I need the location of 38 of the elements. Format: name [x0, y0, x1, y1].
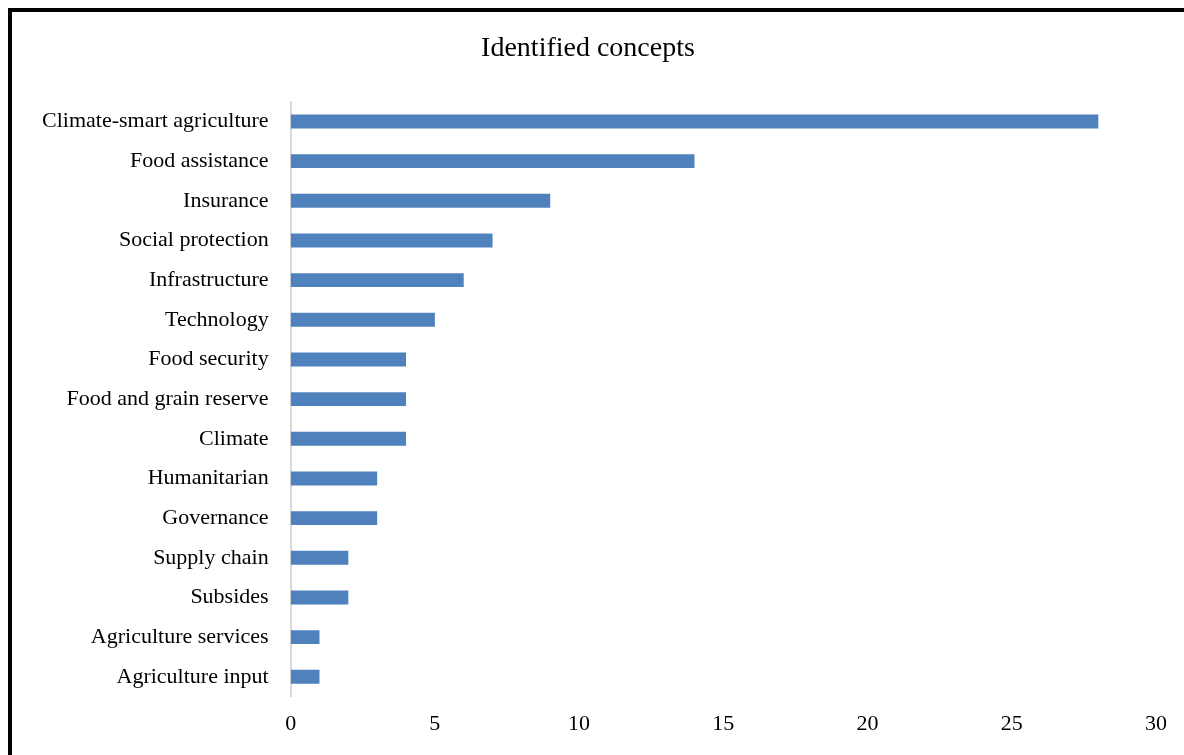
x-tick-label: 5	[429, 709, 441, 735]
bar	[290, 550, 349, 565]
y-tick-label: Agriculture services	[90, 622, 269, 648]
y-tick-label: Governance	[162, 503, 269, 529]
x-tick-label: 20	[856, 709, 879, 735]
bar	[290, 630, 320, 645]
x-tick-label: 25	[1000, 709, 1023, 735]
y-tick-label: Infrastructure	[148, 265, 269, 291]
chart-title: Identified concepts	[481, 31, 695, 63]
bar	[290, 392, 407, 407]
bar	[290, 154, 695, 169]
y-tick-label: Insurance	[183, 186, 269, 212]
bar	[290, 233, 493, 248]
x-tick-label: 15	[712, 709, 735, 735]
bar	[290, 352, 407, 367]
bar	[290, 431, 407, 446]
bar	[290, 312, 435, 327]
y-tick-label: Climate-smart agriculture	[42, 107, 269, 133]
bar	[290, 114, 1099, 129]
y-tick-label: Supply chain	[153, 543, 269, 569]
y-tick-label: Food security	[148, 345, 269, 371]
y-tick-label: Humanitarian	[147, 464, 269, 490]
y-tick-label: Food assistance	[129, 146, 269, 172]
y-tick-label: Food and grain reserve	[66, 384, 269, 410]
bar	[290, 471, 378, 486]
bar	[290, 273, 464, 288]
y-tick-label: Technology	[165, 305, 269, 331]
bar	[290, 511, 378, 526]
y-tick-label: Social protection	[118, 226, 269, 252]
y-tick-label: Subsides	[190, 583, 269, 609]
y-tick-label: Climate	[198, 424, 269, 450]
x-tick-label: 30	[1145, 709, 1167, 735]
bar	[290, 669, 320, 684]
x-tick-label: 10	[568, 709, 591, 735]
y-tick-label: Agriculture input	[116, 662, 269, 688]
bar	[290, 590, 349, 605]
bar	[290, 193, 551, 208]
x-tick-label: 0	[285, 709, 297, 735]
